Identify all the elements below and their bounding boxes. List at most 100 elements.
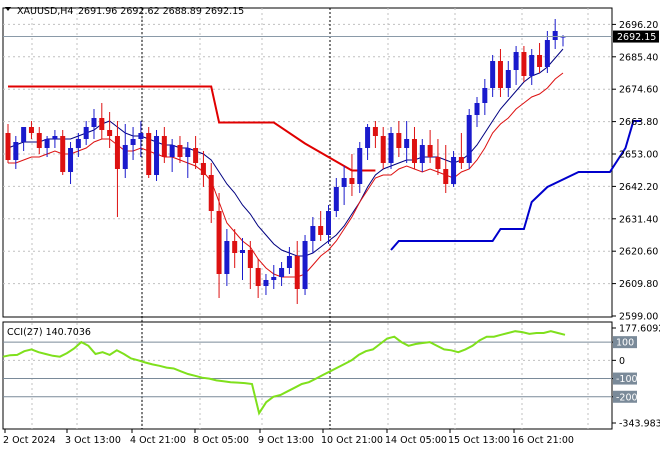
time-axis-label: 9 Oct 13:00 (258, 435, 314, 446)
candle-body (44, 139, 50, 148)
dropdown-arrow-icon[interactable] (5, 7, 11, 11)
candle-body (99, 118, 105, 130)
moving-average-fast-line (8, 72, 564, 278)
candle-body (513, 52, 519, 70)
candle-body (497, 61, 503, 88)
price-axis-label: 2631.40 (619, 214, 658, 225)
candle-body (310, 226, 316, 241)
candle-body (294, 256, 300, 289)
candle-body (216, 211, 222, 274)
candle-body (529, 55, 535, 76)
candle-body (60, 136, 66, 172)
price-axis-label: 2620.60 (619, 247, 658, 258)
cci-level-tag (613, 336, 637, 349)
symbol-label: XAUUSD,H4 (17, 6, 73, 17)
time-axis-label: 14 Oct 05:00 (385, 435, 447, 446)
cci-line (2, 330, 566, 416)
candle-body (372, 127, 378, 136)
cci-axis-label: -343.983 (619, 419, 660, 430)
price-axis-label: 2653.00 (619, 150, 658, 161)
candle-body (138, 133, 144, 139)
candle-body (302, 241, 308, 289)
price-axis-label: 2696.20 (619, 20, 658, 31)
candle-body (537, 55, 543, 67)
main-panel-frame (2, 7, 613, 318)
price-axis-label: 2642.20 (619, 182, 658, 193)
candle-body (52, 136, 58, 139)
axis-layer: 2696.20 2685.40 2674.60 2663.80 2653.00 2642.… (3, 20, 660, 446)
candle-body (114, 136, 120, 169)
cci-axis-label: 100 (616, 338, 634, 349)
candle-body (83, 127, 89, 139)
candle-body (341, 178, 347, 187)
candle-body (279, 268, 285, 277)
candle-body (13, 142, 19, 160)
candle-body (28, 127, 34, 133)
candle-body (91, 118, 97, 127)
price-axis-label: 2674.60 (619, 85, 658, 96)
candle-body (435, 157, 441, 169)
last-price-tag (613, 30, 659, 43)
moving-average-slow-line (7, 48, 564, 257)
candle-body (286, 256, 292, 268)
candle-body (318, 226, 324, 235)
cci-axis-label: -100 (616, 374, 638, 385)
candle-body (521, 52, 527, 76)
cci-indicator-layer (2, 330, 612, 416)
price-axis-label: 2685.40 (619, 52, 658, 63)
candle-body (36, 133, 42, 148)
candle-body (193, 148, 199, 163)
candle-body (177, 145, 183, 157)
candle-body (552, 31, 558, 40)
cci-axis-label: 177.6092 (619, 323, 660, 334)
price-axis-label: 2599.00 (619, 312, 658, 323)
candle-body (411, 139, 417, 163)
cci-title: CCI(27) 140.7036 (7, 327, 91, 338)
cci-panel-frame (2, 321, 613, 430)
candle-body (325, 211, 331, 235)
time-axis-label: 8 Oct 05:00 (193, 435, 249, 446)
candle-body (247, 250, 253, 268)
candle-body (490, 61, 496, 88)
candle-body (21, 127, 27, 142)
candle-body (240, 250, 246, 253)
candle-body (357, 148, 363, 184)
candle-body (5, 133, 11, 160)
candle-body (185, 148, 191, 157)
cci-level-tag (613, 390, 637, 403)
candle-body (161, 136, 167, 157)
cci-level-tag (613, 372, 637, 385)
candle-body (130, 139, 136, 145)
candle-body (255, 268, 261, 286)
candle-body (263, 280, 269, 286)
candle-body (482, 88, 488, 103)
candle-body (388, 133, 394, 163)
candle-body (271, 277, 277, 280)
candle-body (75, 139, 81, 148)
candle-body (365, 127, 371, 148)
candle-body (380, 136, 386, 163)
parabolic-sar-layer (8, 85, 642, 251)
sar-uptrend-line (390, 120, 642, 251)
candle-body (146, 133, 152, 175)
time-axis-label: 15 Oct 13:00 (448, 435, 510, 446)
candle-body (68, 148, 74, 172)
candle-body (419, 145, 425, 163)
candle-body (427, 145, 433, 157)
candle-body (451, 157, 457, 184)
last-price-label: 2692.15 (617, 32, 656, 43)
candle-body (404, 139, 410, 148)
candle-body (466, 115, 472, 163)
candle-body (396, 133, 402, 148)
price-axis-label: 2609.80 (619, 279, 658, 290)
candle-body (458, 157, 464, 163)
candle-body (544, 40, 550, 67)
candle-body (224, 241, 230, 274)
candle-body (505, 70, 511, 88)
ohlc-values: 2691.96 2692.62 2688.89 2692.15 (78, 6, 244, 17)
candle-body (107, 130, 113, 136)
time-axis-label: 4 Oct 21:00 (130, 435, 186, 446)
candle-body (169, 145, 175, 157)
candle-body (443, 169, 449, 184)
